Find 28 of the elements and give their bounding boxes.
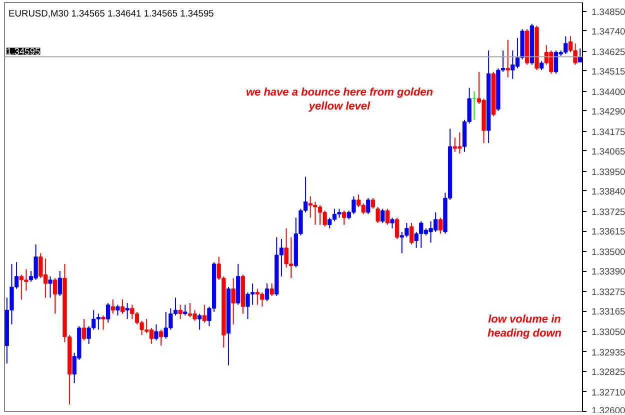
candlestick [125,302,130,320]
y-tick-label: 1.33950 [592,166,625,177]
y-tick-label: 1.33500 [592,246,625,257]
y-tick-label: 1.33275 [592,286,625,297]
y-tick-label: 1.34740 [592,26,625,36]
y-tick-label: 1.34065 [592,146,625,156]
y-tick-label: 1.33725 [592,206,625,217]
y-tick-label: 1.34290 [592,106,625,116]
y-tick-label: 1.34850 [592,6,625,17]
candlestick [101,314,106,330]
y-tick-label: 1.32935 [592,347,625,358]
ref-line-label: 1.34595 [6,46,40,57]
y-tick-label: 1.32825 [592,366,625,377]
y-tick-label: 1.33165 [592,306,625,317]
annotation: we have a bounce here from golden yellow level [246,86,434,113]
y-tick-label: 1.33840 [592,186,625,196]
annotation: low volume in heading down [488,313,562,340]
y-tick-label: 1.34400 [592,86,625,97]
y-tick-label: 1.34515 [592,66,625,76]
y-tick-label: 1.32710 [592,387,625,398]
y-tick-label: 1.33615 [592,226,625,237]
y-tick-label: 1.33050 [592,326,625,337]
y-tick-label: 1.34175 [592,126,625,137]
y-tick-label: 1.33390 [592,266,625,277]
y-tick-label: 1.34625 [592,46,625,57]
text: EURUSD,M30 1.34565 1.34641 1.34565 1.34595 [8,8,214,18]
candlestick [183,304,188,316]
candlestick [506,39,510,78]
